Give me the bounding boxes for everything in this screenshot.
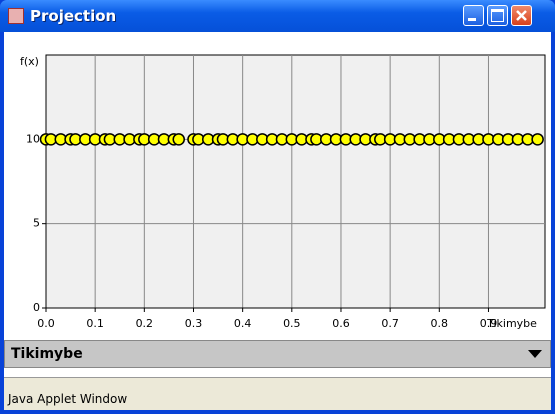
point bbox=[172, 133, 185, 146]
x-tick-label: 0.3 bbox=[185, 317, 203, 330]
status-text: Java Applet Window bbox=[8, 392, 128, 406]
x-tick-label: 0.8 bbox=[431, 317, 449, 330]
close-button[interactable] bbox=[511, 5, 532, 26]
title-bar: Projection bbox=[0, 0, 555, 32]
content: f(x) Tikimybe 0.0 0.1 0.2 0.3 0.4 0.5 0.6 0.7 0.… bbox=[4, 32, 551, 410]
x-axis-label: Tikimybe bbox=[486, 317, 537, 330]
y-tick-label: 0 bbox=[33, 301, 40, 314]
y-tick-label: 10 bbox=[26, 132, 40, 145]
app-icon bbox=[8, 8, 24, 24]
y-tick-label: 5 bbox=[33, 217, 40, 230]
x-tick-label: 0.0 bbox=[37, 317, 55, 330]
window-title: Projection bbox=[30, 7, 117, 25]
plot-area bbox=[45, 54, 546, 309]
status-bar: Java Applet Window bbox=[4, 377, 551, 410]
x-tick-label: 0.2 bbox=[136, 317, 154, 330]
chart: f(x) Tikimybe 0.0 0.1 0.2 0.3 0.4 0.5 0.6 0.7 0.… bbox=[20, 54, 546, 330]
x-tick-label: 0.5 bbox=[283, 317, 301, 330]
dropdown[interactable]: Tikimybe bbox=[4, 340, 551, 368]
y-axis-label: f(x) bbox=[20, 55, 39, 68]
x-tick-label: 0.9 bbox=[480, 317, 498, 330]
point bbox=[531, 133, 544, 146]
x-tick-label: 0.7 bbox=[381, 317, 399, 330]
minimize-button[interactable] bbox=[463, 5, 484, 26]
dropdown-value: Tikimybe bbox=[11, 346, 83, 362]
x-tick-label: 0.4 bbox=[234, 317, 252, 330]
dropdown-arrow bbox=[528, 350, 542, 358]
x-tick-label: 0.1 bbox=[86, 317, 104, 330]
maximize-button[interactable] bbox=[487, 5, 508, 26]
x-tick-label: 0.6 bbox=[332, 317, 350, 330]
